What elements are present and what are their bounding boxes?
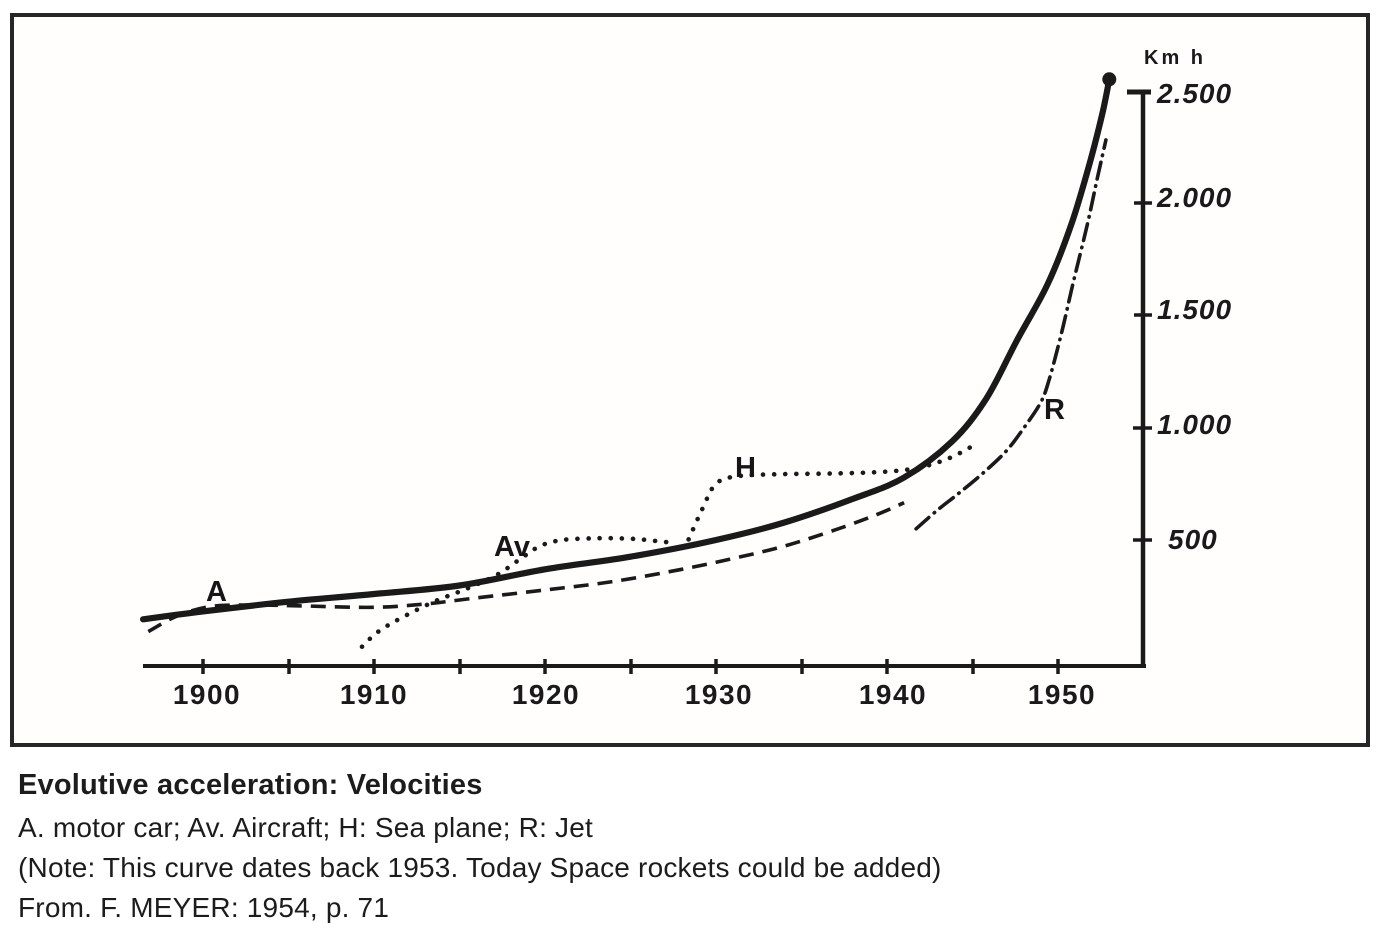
y-tick-label-2500: 2.500 [1156,78,1232,109]
series-envelope [140,76,1113,623]
x-tick-label-1940: 1940 [859,679,927,710]
y-tick-label-2000: 2.000 [1156,182,1232,213]
x-tick-label-1920: 1920 [512,679,580,710]
caption-note: (Note: This curve dates back 1953. Today… [18,852,942,883]
curve-label-motor-car: A [206,576,227,608]
figure-caption: Evolutive acceleration: Velocities A. mo… [18,769,1358,932]
caption-source: From. F. MEYER: 1954, p. 71 [18,892,390,923]
curves-layer [140,72,1117,649]
axes [143,89,1152,674]
x-tick-label-1900: 1900 [173,679,241,710]
x-tick-label-1950: 1950 [1028,679,1096,710]
y-tick-label-1500: 1.500 [1157,294,1232,325]
series-jet [914,138,1108,531]
curve-label-aircraft: Av [494,531,530,563]
chart-text: Km h 2.500 2.000 1.500 1.000 500 1900 19… [173,47,1232,710]
series-car [147,501,905,634]
x-tick-label-1910: 1910 [340,679,408,710]
series-seaplane [686,441,979,542]
curve-label-seaplane: H [735,452,756,484]
x-tick-label-1930: 1930 [685,679,753,710]
y-tick-marks [1133,201,1152,542]
y-axis-unit-label: Km h [1144,47,1206,69]
series-envelope-end-dot [1102,72,1117,87]
y-tick-label-1000: 1.000 [1157,409,1232,440]
y-tick-label-500: 500 [1168,524,1218,555]
caption-title: Evolutive acceleration: Velocities [18,769,483,801]
caption-legend: A. motor car; Av. Aircraft; H: Sea plane… [18,812,594,843]
x-tick-marks [201,659,1060,674]
curve-label-jet: R [1044,394,1065,426]
